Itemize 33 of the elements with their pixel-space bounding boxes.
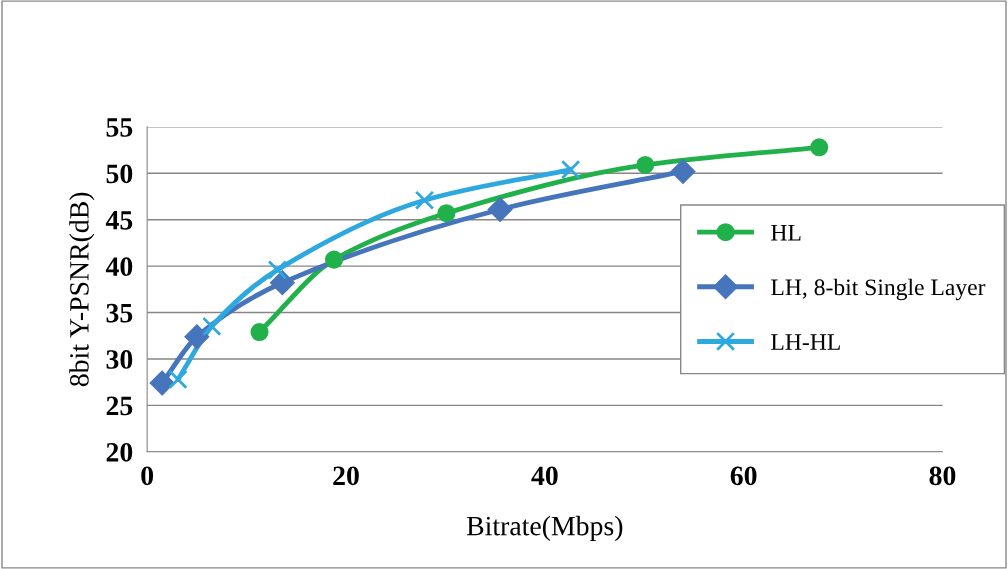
point <box>267 260 288 280</box>
legend-label: LH-HL <box>771 334 840 350</box>
y-tick-label: 45 <box>105 211 133 230</box>
y-tick-label: 20 <box>106 442 133 462</box>
point <box>250 323 269 342</box>
point <box>560 159 581 180</box>
point <box>149 370 175 396</box>
y-tick-label: 30 <box>106 350 133 369</box>
y-tick-label: 50 <box>106 164 133 184</box>
point <box>487 197 513 222</box>
point <box>670 159 696 184</box>
x-tick-label: 40 <box>531 466 558 486</box>
y-tick-label: 55 <box>106 118 133 137</box>
legend-label: HL <box>771 224 801 241</box>
y-axis-title: 8bit Y-PSNR(dB) <box>69 192 95 387</box>
point <box>810 138 829 157</box>
x-tick-label: 60 <box>730 466 757 486</box>
y-tick-label: 35 <box>106 303 133 323</box>
point <box>202 316 222 337</box>
point <box>636 155 655 174</box>
point <box>414 190 435 210</box>
point <box>437 204 456 223</box>
x-axis-title: Bitrate(Mbps) <box>466 515 623 542</box>
point <box>168 369 188 390</box>
point <box>184 324 210 349</box>
point <box>325 250 344 269</box>
point <box>270 270 295 296</box>
legend-label: LH, 8-bit Single Layer <box>771 278 986 301</box>
x-tick-label: 80 <box>929 466 956 486</box>
x-tick-label: 20 <box>333 466 359 486</box>
y-tick-label: 40 <box>105 257 133 277</box>
x-tick-label: 0 <box>141 466 154 486</box>
y-tick-label: 25 <box>106 396 133 416</box>
